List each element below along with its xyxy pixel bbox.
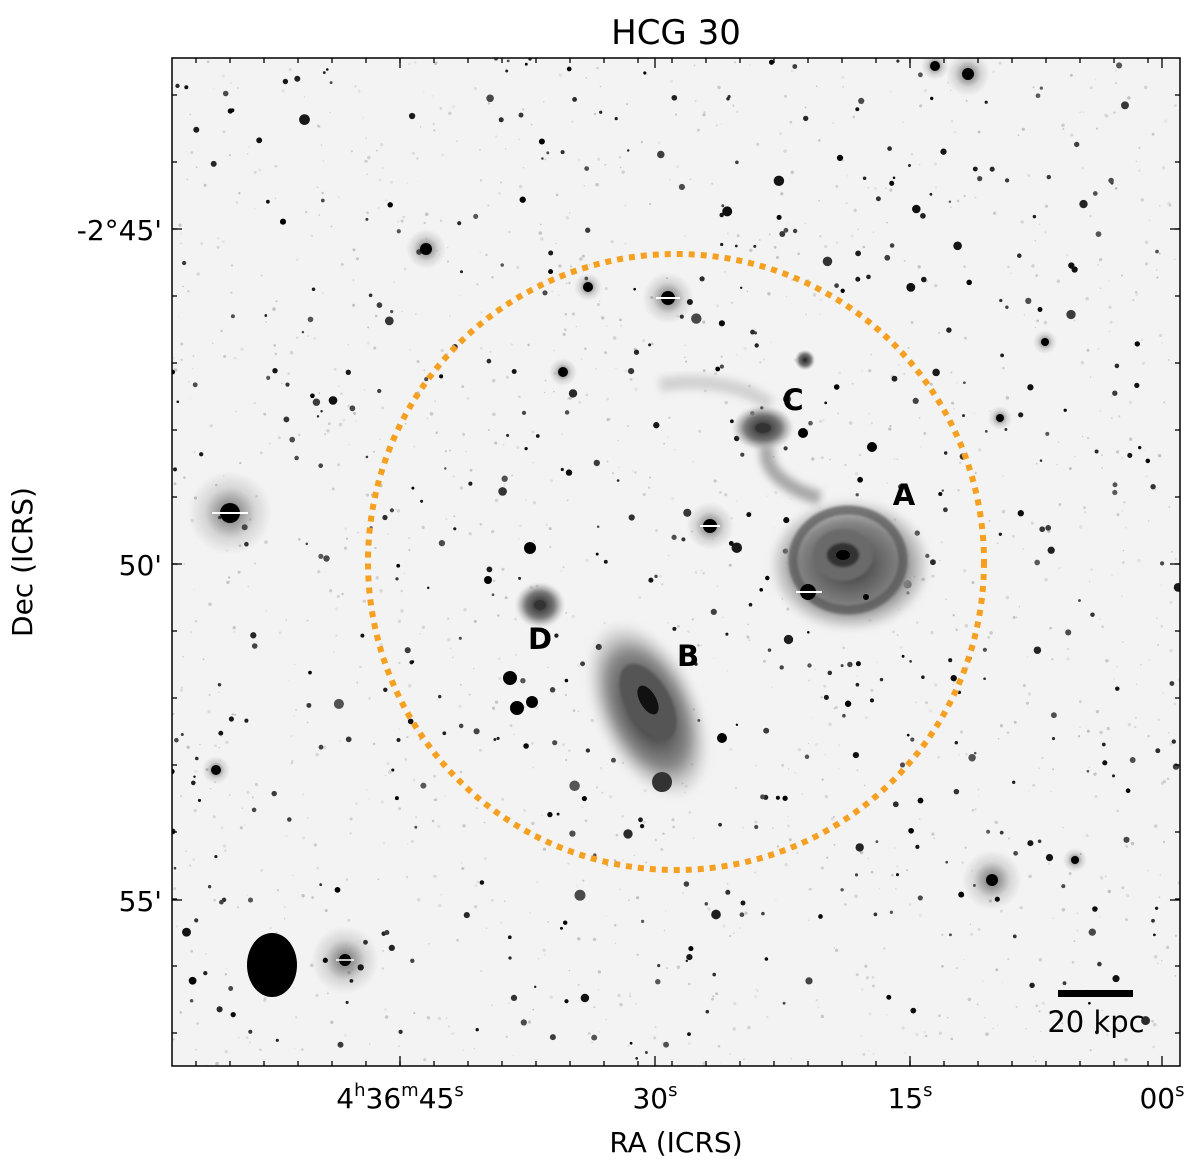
ra-tick-label-15s: 15s xyxy=(887,1080,932,1115)
group-aperture-circle xyxy=(365,251,987,873)
star-field xyxy=(172,58,1180,1060)
y-axis-label: Dec (ICRS) xyxy=(6,487,39,637)
galaxy-c xyxy=(733,350,877,452)
dec-tick-label-45: -2°45' xyxy=(77,214,162,247)
galaxy-b xyxy=(586,621,727,799)
x-axis-label: RA (ICRS) xyxy=(609,1126,742,1159)
ra-tick-label-full: 4h36m45s xyxy=(336,1080,463,1115)
plot-frame xyxy=(171,57,1181,1067)
bright-stars xyxy=(188,58,1087,994)
sky-image: 20 kpc xyxy=(172,58,1180,1066)
tidal-tail xyxy=(658,375,775,411)
sky-background xyxy=(172,58,1180,1066)
galaxy-d xyxy=(484,542,564,715)
figure-title: HCG 30 xyxy=(611,13,741,53)
axis-ticks xyxy=(172,58,1180,1066)
ra-tick-label-30s: 30s xyxy=(632,1080,677,1115)
galaxy-a xyxy=(772,501,928,629)
scale-bar-label: 20 kpc xyxy=(1047,1005,1144,1039)
dec-tick-label-55: 55' xyxy=(119,885,162,918)
tidal-bridge xyxy=(759,442,822,505)
dec-tick-label-50: 50' xyxy=(119,549,162,582)
galaxy-label-c: C xyxy=(782,383,803,417)
beam-ellipse xyxy=(247,933,297,997)
galaxy-label-d: D xyxy=(528,622,552,656)
ra-tick-label-00s: 00s xyxy=(1139,1080,1184,1115)
galaxy-label-b: B xyxy=(677,639,699,673)
scale-bar xyxy=(1058,990,1133,997)
galaxy-label-a: A xyxy=(893,478,916,512)
